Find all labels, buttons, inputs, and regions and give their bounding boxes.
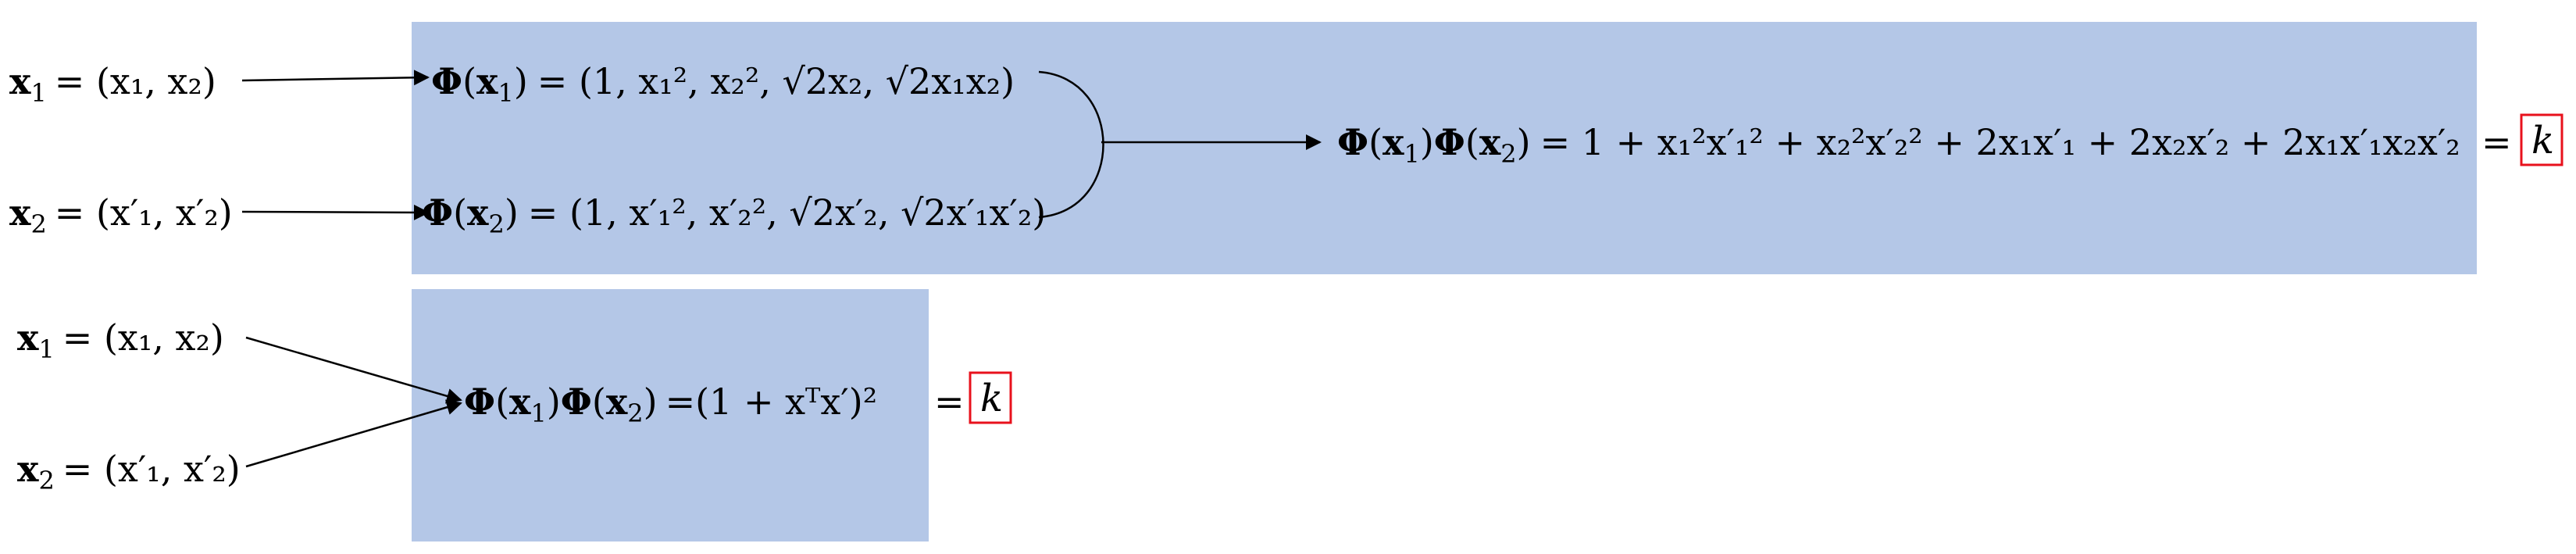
- top-feature-map-panel: [412, 22, 2477, 274]
- top-phi-x1-formula: Φ(x1) = (1, x₁², x₂², √2x₂, √2x₁x₂): [431, 60, 1015, 108]
- top-combining-curve: [1038, 70, 1104, 219]
- top-input-x1: x1 = (x₁, x₂): [9, 60, 216, 108]
- top-arrow-x1-to-phi1: [241, 70, 430, 86]
- bottom-arrow-x1-to-product: [245, 336, 462, 404]
- top-result-k: k: [2531, 119, 2554, 163]
- bottom-arrow-x2-to-product: [245, 399, 462, 468]
- top-result-k-box: [2520, 113, 2564, 166]
- bottom-result-k-box: [969, 371, 1012, 424]
- top-phi-x2-formula: Φ(x2) = (1, x′₁², x′₂², √2x′₂, √2x′₁x′₂): [422, 191, 1046, 239]
- top-input-x2: x2 = (x′₁, x′₂): [9, 191, 233, 239]
- bottom-input-x2: x2 = (x′₁, x′₂): [17, 448, 241, 495]
- top-equals-sign: =: [2481, 121, 2512, 163]
- bottom-kernel-panel: [412, 289, 929, 541]
- bottom-result-k: k: [980, 377, 1003, 420]
- bottom-input-x1: x1 = (x₁, x₂): [17, 316, 224, 364]
- bottom-equals-sign: =: [934, 381, 965, 423]
- top-inner-product-formula: Φ(x1)Φ(x2) = 1 + x₁²x′₁² + x₂²x′₂² + 2x₁x…: [1337, 121, 2460, 169]
- top-arrow-x2-to-phi2: [241, 204, 430, 220]
- bottom-kernel-formula: Φ(x1)Φ(x2) =(1 + xᵀx′)²: [464, 381, 877, 428]
